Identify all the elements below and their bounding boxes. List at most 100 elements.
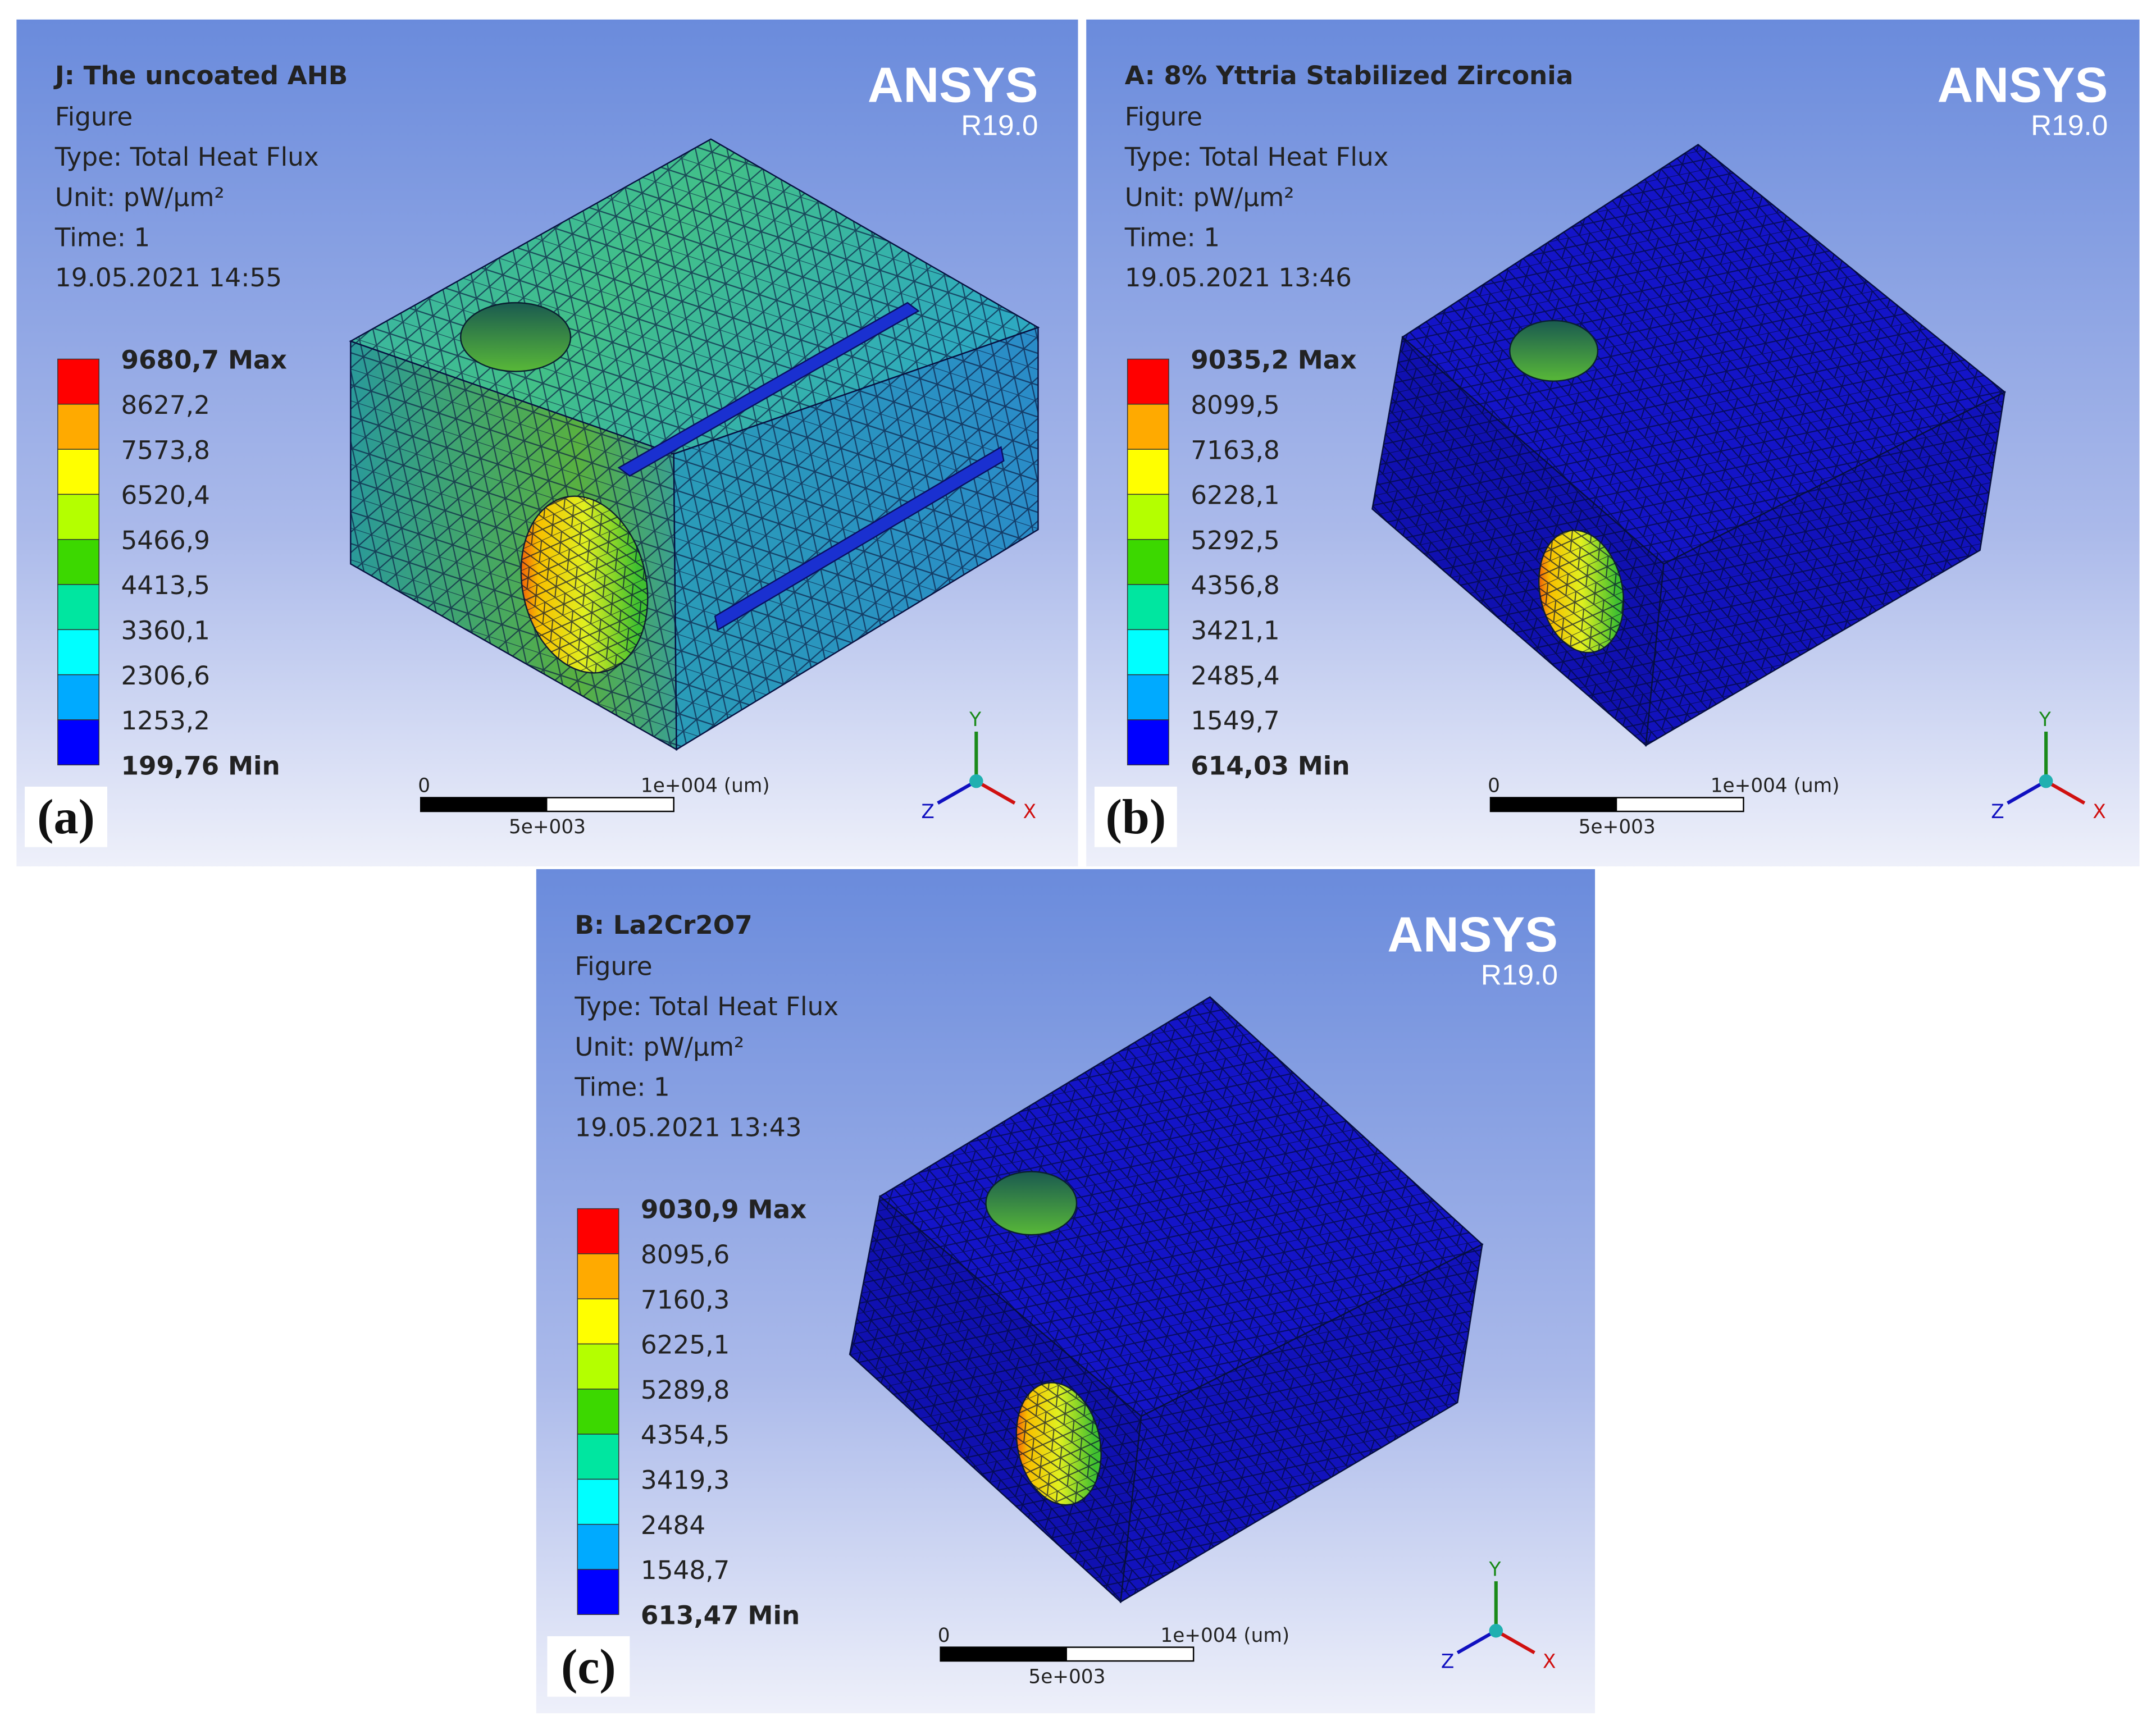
axis-origin <box>969 774 983 788</box>
brand: ANSYS <box>1938 57 2108 113</box>
legend-label: 7573,8 <box>121 435 209 465</box>
legend-label: 6225,1 <box>641 1330 730 1360</box>
legend-label: 614,03 Min <box>1191 751 1350 780</box>
info-line: Type: Total Heat Flux <box>1124 142 1389 172</box>
axis-label: Z <box>1991 801 2004 823</box>
info-line: 19.05.2021 13:43 <box>575 1112 801 1142</box>
legend-label: 4354,5 <box>641 1420 730 1450</box>
legend-band <box>577 1298 619 1345</box>
info-line: Figure <box>1125 102 1202 131</box>
scale-label: 1e+004 (um) <box>1160 1624 1289 1647</box>
info-line: Figure <box>575 951 652 981</box>
legend-label: 613,47 Min <box>641 1600 800 1630</box>
scale-bar <box>1490 797 1617 812</box>
legend-band <box>1127 674 1169 720</box>
slot <box>714 446 1005 631</box>
legend-band <box>577 1208 619 1254</box>
slot <box>617 302 920 477</box>
legend-label: 1253,2 <box>121 706 209 736</box>
legend-label: 2306,6 <box>121 661 209 691</box>
legend-label: 2484 <box>641 1510 705 1540</box>
axis-label: X <box>2093 801 2105 823</box>
legend-band <box>57 494 100 540</box>
mesh <box>521 496 648 673</box>
legend-label: 1549,7 <box>1191 706 1279 736</box>
info-line: Figure <box>55 102 133 131</box>
legend-band <box>1127 719 1169 765</box>
legend-band <box>1127 538 1169 585</box>
axis-label: Z <box>1441 1650 1454 1673</box>
legend-band <box>57 404 100 450</box>
panel: J: The uncoated AHB Figure Type: Total Hea… <box>16 19 1078 866</box>
legend-band <box>577 1434 619 1480</box>
legend-label: 9035,2 Max <box>1191 345 1356 375</box>
legend-band <box>1127 358 1169 405</box>
info-line: 19.05.2021 13:46 <box>1125 263 1352 293</box>
legend-label: 1548,7 <box>641 1555 730 1585</box>
info-line: Time: 1 <box>574 1072 669 1102</box>
model <box>849 996 1484 1604</box>
hole <box>1509 319 1599 382</box>
axis-label: X <box>1543 1650 1556 1673</box>
panel-title: B: La2Cr2O7 <box>575 910 752 940</box>
info-line: Unit: pW/µm² <box>575 1032 744 1062</box>
legend-label: 9030,9 Max <box>641 1195 806 1225</box>
mesh <box>1646 392 2005 746</box>
version: R19.0 <box>2031 108 2108 141</box>
scale-label: 5e+003 <box>509 816 586 838</box>
scale-bar <box>421 797 548 812</box>
legend-band <box>1127 494 1169 540</box>
axis-origin <box>2039 774 2053 788</box>
legend-band <box>57 629 100 675</box>
legend-band <box>577 1478 619 1525</box>
scale-label: 1e+004 (um) <box>1711 775 1840 797</box>
legend-label: 2485,4 <box>1191 661 1279 691</box>
mesh <box>879 997 1483 1417</box>
brand: ANSYS <box>1387 907 1558 962</box>
legend-label: 5289,8 <box>641 1375 730 1405</box>
axis-z <box>1456 1629 1497 1655</box>
hole <box>459 302 572 372</box>
legend-label: 8099,5 <box>1191 390 1279 420</box>
label-box <box>25 786 107 847</box>
legend-label: 5292,5 <box>1191 526 1279 555</box>
legend-band <box>577 1523 619 1570</box>
model <box>349 138 1040 751</box>
scale-label: 5e+003 <box>1028 1665 1105 1688</box>
legend-band <box>1127 584 1169 631</box>
info-line: Type: Total Heat Flux <box>574 992 838 1021</box>
scale-label: 5e+003 <box>1579 816 1656 838</box>
panel-label: (c) <box>561 1639 616 1694</box>
scale-label: 0 <box>418 775 430 797</box>
model <box>1371 144 2006 747</box>
version: R19.0 <box>961 108 1038 141</box>
version: R19.0 <box>1481 958 1558 991</box>
axis-label: Y <box>969 709 981 731</box>
panel-label: (a) <box>37 789 95 845</box>
axis-origin <box>1489 1623 1503 1638</box>
panel-title: A: 8% Yttria Stabilized Zirconia <box>1125 61 1574 90</box>
label-box <box>547 1636 630 1697</box>
panel: A: 8% Yttria Stabilized Zirconia Figure Ty… <box>1086 19 2140 866</box>
info-line: 19.05.2021 14:55 <box>55 263 282 293</box>
legend-band <box>1127 629 1169 675</box>
legend-band <box>1127 449 1169 495</box>
legend-band <box>577 1253 619 1299</box>
info-line: Unit: pW/µm² <box>1125 182 1294 212</box>
legend-label: 199,76 Min <box>121 751 280 780</box>
axis-x <box>1495 1629 1535 1655</box>
axis-label: Z <box>921 801 934 823</box>
axis-x <box>975 779 1016 805</box>
legend-label: 5466,9 <box>121 526 209 555</box>
legend-label: 8095,6 <box>641 1240 730 1270</box>
panel: B: La2Cr2O7 Figure Type: Total Heat Flux Un… <box>536 869 1596 1714</box>
legend-label: 8627,2 <box>121 390 209 420</box>
legend-band <box>577 1389 619 1435</box>
legend-label: 6520,4 <box>121 481 209 510</box>
legend-label: 3419,3 <box>641 1466 730 1495</box>
mesh <box>1402 144 2005 564</box>
mesh <box>1120 1244 1483 1602</box>
panel-label: (b) <box>1105 789 1166 845</box>
info-line: Unit: pW/µm² <box>55 182 225 212</box>
